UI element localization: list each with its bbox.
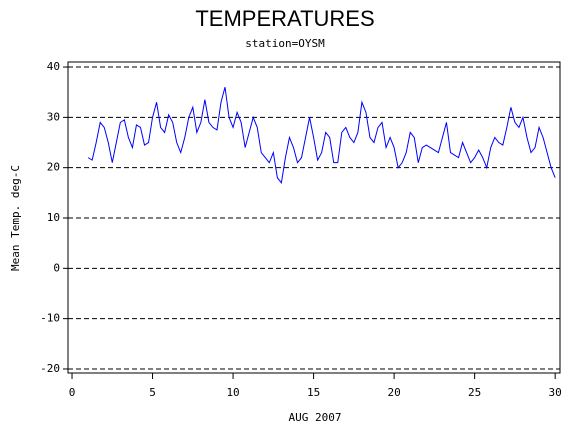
x-tick-label: 5 xyxy=(149,386,156,399)
x-tick-label: 0 xyxy=(69,386,76,399)
y-tick-label: 0 xyxy=(53,261,60,274)
plot-frame xyxy=(67,61,561,374)
x-tick-label: 30 xyxy=(549,386,562,399)
y-tick-label: 20 xyxy=(47,161,60,174)
y-tick-label: 30 xyxy=(47,110,60,123)
x-tick-label: 20 xyxy=(387,386,400,399)
y-tick-label: 40 xyxy=(47,60,60,73)
chart-subtitle: station=OYSM xyxy=(245,37,325,50)
y-axis-label: Mean Temp. deg-C xyxy=(9,165,22,271)
x-tick-label: 25 xyxy=(468,386,481,399)
x-axis-label: AUG 2007 xyxy=(289,411,342,424)
y-tick-label: -10 xyxy=(40,312,60,325)
data-line xyxy=(87,87,556,184)
y-tick-label: 10 xyxy=(47,211,60,224)
chart-title: TEMPERATURES xyxy=(195,6,374,31)
x-tick-label: 10 xyxy=(226,386,239,399)
x-tick-label: 15 xyxy=(307,386,320,399)
y-tick-label: -20 xyxy=(40,362,60,375)
